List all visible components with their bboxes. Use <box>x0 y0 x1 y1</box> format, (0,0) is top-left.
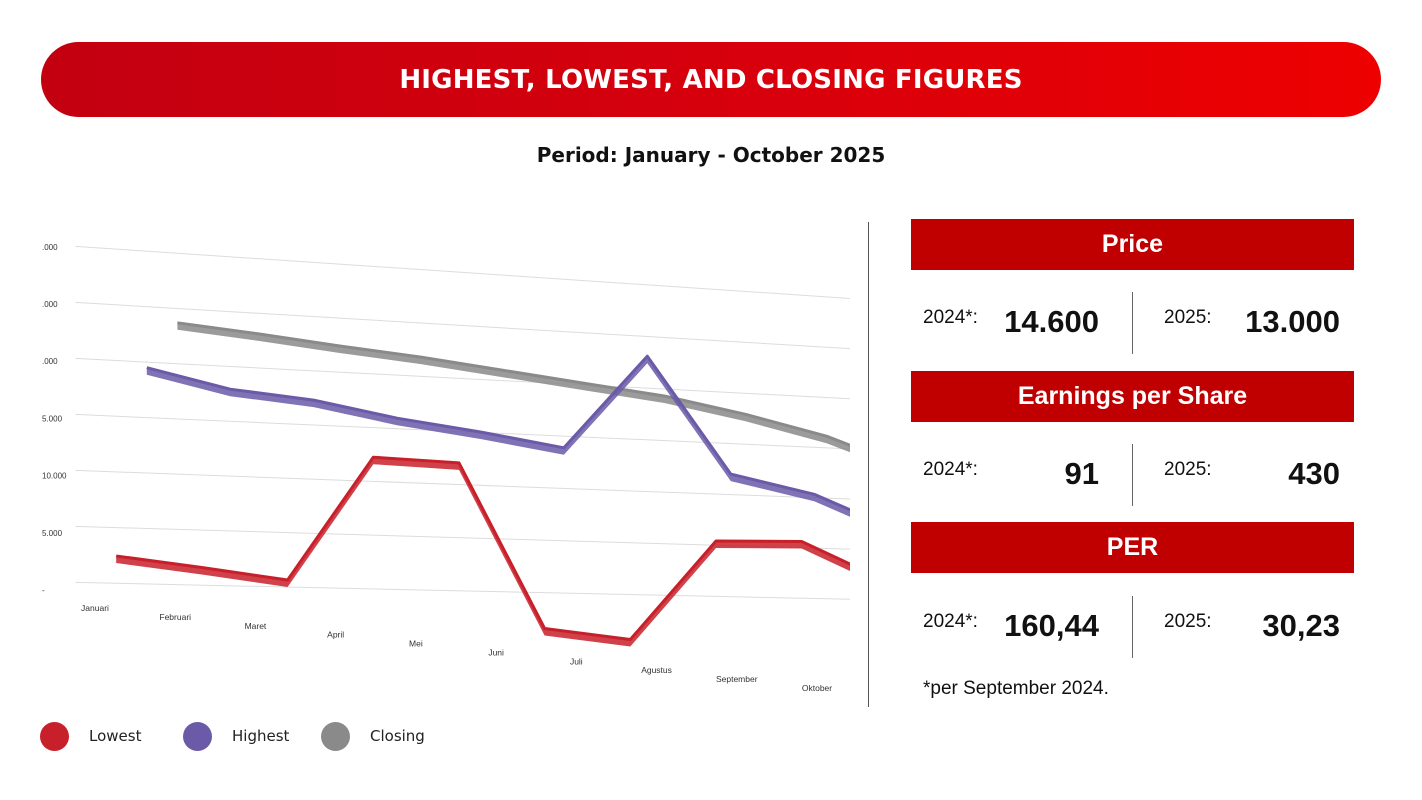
y-tick-label: - <box>42 586 45 595</box>
y-tick-label: .000 <box>42 300 58 309</box>
series-highest-ribbon <box>146 356 850 517</box>
eps-header: Earnings per Share <box>911 371 1354 422</box>
period-subtitle: Period: January - October 2025 <box>536 143 886 167</box>
series-highest-line <box>146 354 850 512</box>
eps-2024-label: 2024*: <box>923 459 978 480</box>
y-tick-label: 5.000 <box>42 414 63 423</box>
series-closing-ribbon <box>177 322 850 453</box>
eps-2025-value: 430 <box>1288 456 1340 491</box>
x-tick-label: Februari <box>159 612 191 622</box>
per-2024-value: 160,44 <box>1004 608 1099 643</box>
eps-2025-label: 2025: <box>1164 459 1212 480</box>
legend-swatch-closing <box>321 721 350 751</box>
per-row-divider <box>1132 596 1133 658</box>
series-lowest-line <box>116 455 850 641</box>
per-2025-label: 2025: <box>1164 611 1212 632</box>
legend-label-highest: Highest <box>232 727 290 745</box>
legend-label-lowest: Lowest <box>89 727 142 745</box>
eps-row: 2024*: 91 2025: 430 <box>911 444 1354 508</box>
legend-swatch-lowest <box>40 721 69 751</box>
gridline <box>75 301 850 350</box>
x-tick-label: Juli <box>570 656 583 666</box>
per-2025-value: 30,23 <box>1262 608 1340 643</box>
legend-item-closing: Closing <box>321 720 425 752</box>
price-2025-label: 2025: <box>1164 307 1212 328</box>
y-tick-label: .000 <box>42 357 58 366</box>
x-tick-label: April <box>327 630 344 640</box>
y-tick-label: .000 <box>42 243 58 252</box>
series-closing-line <box>177 321 850 447</box>
x-tick-label: Mei <box>409 639 423 649</box>
eps-2024-value: 91 <box>1064 456 1099 491</box>
gridline <box>75 245 850 299</box>
price-2025-value: 13.000 <box>1245 304 1340 339</box>
price-row-divider <box>1132 292 1133 354</box>
legend-item-highest: Highest <box>183 720 289 752</box>
eps-row-divider <box>1132 444 1133 506</box>
footnote: *per September 2024. <box>923 678 1109 699</box>
per-header: PER <box>911 522 1354 573</box>
legend-item-lowest: Lowest <box>40 720 141 752</box>
x-tick-label: Oktober <box>802 683 832 693</box>
per-row: 2024*: 160,44 2025: 30,23 <box>911 596 1354 660</box>
x-tick-label: Maret <box>245 621 267 631</box>
vertical-divider <box>868 222 869 707</box>
y-tick-label: 5.000 <box>42 529 63 538</box>
x-tick-label: Januari <box>81 603 109 613</box>
x-tick-label: September <box>716 674 758 684</box>
x-tick-label: Agustus <box>641 665 672 675</box>
legend-swatch-highest <box>183 721 212 751</box>
price-2024-label: 2024*: <box>923 307 978 328</box>
price-line-chart: - 5.000 10.000 5.000 .000 .000 .000 Januari Febr… <box>42 243 850 693</box>
legend-label-closing: Closing <box>370 727 425 745</box>
page-title: HIGHEST, LOWEST, AND CLOSING FIGURES <box>399 64 1023 95</box>
per-2024-label: 2024*: <box>923 611 978 632</box>
y-tick-label: 10.000 <box>42 472 67 481</box>
price-row: 2024*: 14.600 2025: 13.000 <box>911 292 1354 356</box>
gridline <box>75 581 850 600</box>
x-tick-label: Juni <box>488 647 504 657</box>
price-header: Price <box>911 219 1354 270</box>
gridline <box>75 357 850 400</box>
price-2024-value: 14.600 <box>1004 304 1099 339</box>
title-banner: HIGHEST, LOWEST, AND CLOSING FIGURES <box>41 42 1381 117</box>
